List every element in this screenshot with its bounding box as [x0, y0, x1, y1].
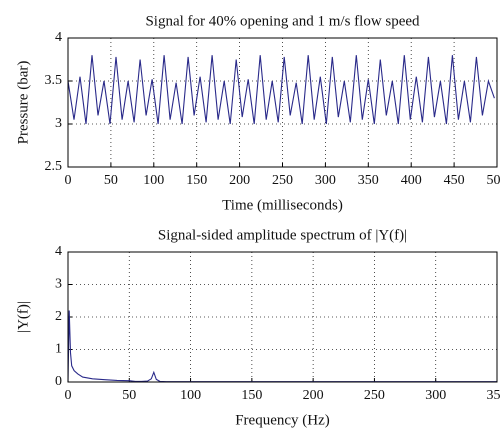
- x-axis-label: Time (milliseconds): [222, 197, 343, 213]
- signal-line: [67, 55, 495, 125]
- x-tick-label: 450: [444, 173, 465, 188]
- x-tick-label: 400: [401, 173, 422, 188]
- x-tick-label: 100: [180, 388, 201, 403]
- y-tick-label: 0: [55, 374, 62, 389]
- y-tick-label: 4: [55, 244, 62, 259]
- x-tick-label: 150: [241, 388, 262, 403]
- y-tick-label: 1: [55, 342, 62, 357]
- y-tick-label: 3: [55, 277, 62, 292]
- y-axis-label: |Y(f)|: [15, 301, 31, 333]
- x-tick-label: 50: [104, 173, 118, 188]
- x-tick-label: 250: [272, 173, 293, 188]
- chart-title: Signal-sided amplitude spectrum of |Y(f)…: [158, 227, 407, 243]
- y-tick-label: 3.5: [45, 73, 63, 88]
- plot-frame: [67, 37, 498, 168]
- x-tick-label: 200: [303, 388, 324, 403]
- signal-line: [67, 310, 497, 383]
- x-axis-label: Frequency (Hz): [235, 412, 330, 428]
- chart-title: Signal for 40% opening and 1 m/s flow sp…: [145, 13, 420, 29]
- plot-frame: [67, 251, 498, 383]
- x-tick-label: 350: [358, 173, 379, 188]
- x-tick-label: 250: [364, 388, 385, 403]
- x-tick-label: 100: [143, 173, 164, 188]
- y-tick-label: 3: [55, 116, 62, 131]
- y-tick-label: 4: [55, 30, 62, 45]
- x-tick-label: 0: [65, 173, 72, 188]
- x-tick-label: 150: [186, 173, 207, 188]
- y-axis-label: Pressure (bar): [15, 61, 31, 145]
- x-tick-label: 300: [425, 388, 446, 403]
- y-tick-label: 2.5: [45, 159, 63, 174]
- y-tick-label: 2: [55, 309, 62, 324]
- x-tick-label: 0: [65, 388, 72, 403]
- x-tick-label: 200: [229, 173, 250, 188]
- x-tick-label: 500: [487, 173, 500, 188]
- x-tick-label: 50: [122, 388, 136, 403]
- x-tick-label: 300: [315, 173, 336, 188]
- x-tick-label: 350: [487, 388, 500, 403]
